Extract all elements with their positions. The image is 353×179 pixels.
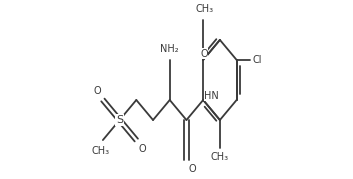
- Text: NH₂: NH₂: [160, 44, 179, 54]
- Text: CH₃: CH₃: [195, 4, 213, 14]
- Text: O: O: [201, 49, 208, 59]
- Text: Cl: Cl: [252, 55, 262, 65]
- Text: CH₃: CH₃: [92, 146, 110, 156]
- Text: O: O: [189, 164, 196, 174]
- Text: HN: HN: [204, 91, 219, 101]
- Text: CH₃: CH₃: [211, 152, 229, 162]
- Text: S: S: [116, 115, 123, 125]
- Text: O: O: [138, 144, 146, 154]
- Text: O: O: [93, 86, 101, 96]
